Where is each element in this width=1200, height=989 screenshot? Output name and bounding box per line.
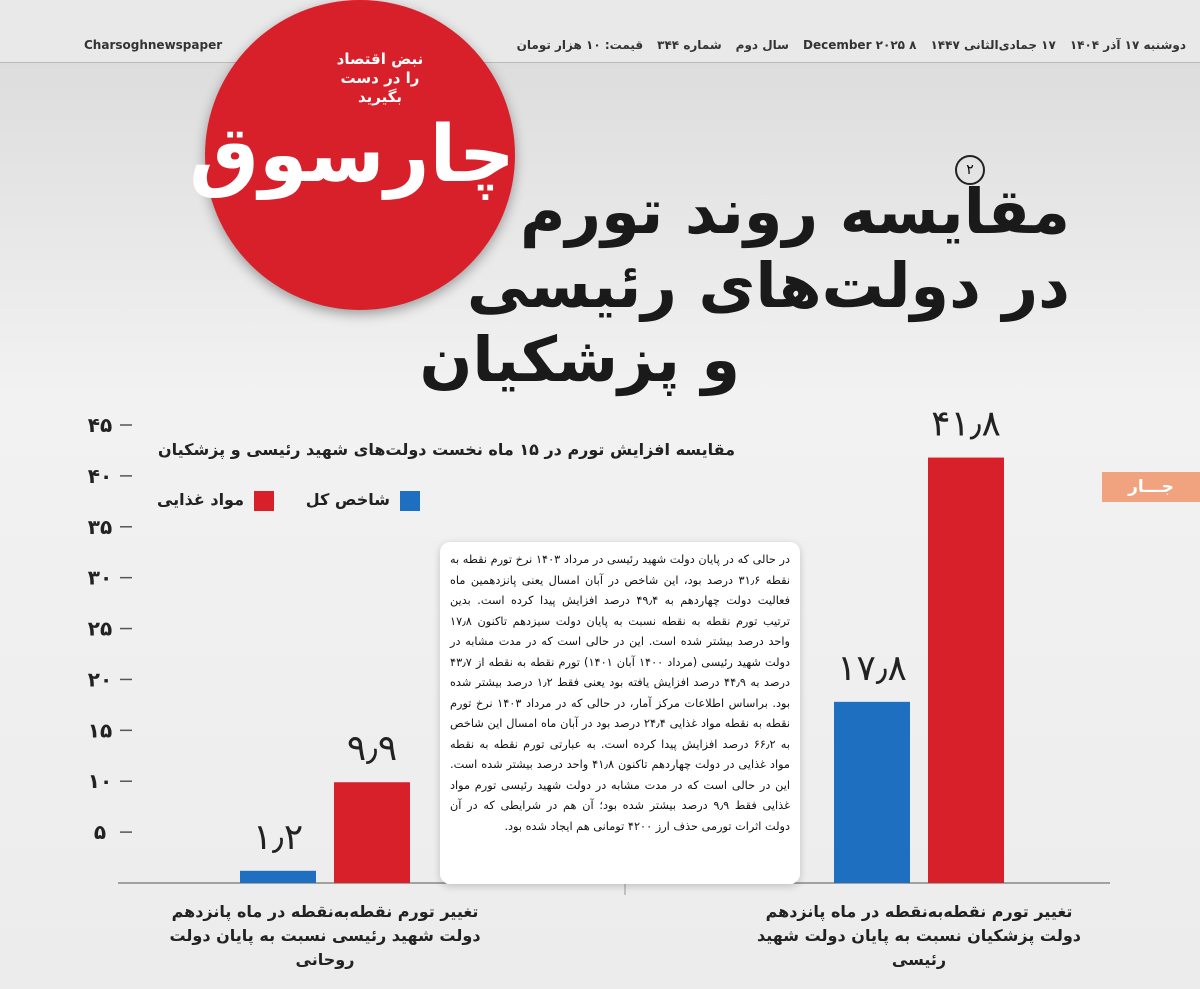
section-tab: جـــار (1102, 472, 1200, 502)
value-label: ۱۷٫۸ (837, 648, 907, 689)
handle: Charsoghnewspaper (84, 38, 223, 52)
header-item: شماره ۳۴۴ (657, 38, 722, 52)
bar (240, 870, 316, 883)
x-tick-label: تغییر تورم نقطه‌به‌نقطه در ماه پانزدهم د… (169, 902, 481, 969)
logo-circle (205, 0, 515, 310)
value-label: ۹٫۹ (347, 728, 397, 769)
header-item: دوشنبه ۱۷ آذر ۱۴۰۴ (1069, 38, 1186, 52)
header-item: سال دوم (735, 38, 789, 52)
page-tag: ۲ (955, 155, 985, 185)
bar (928, 457, 1004, 883)
y-tick-label: ۲۰ (88, 667, 112, 691)
x-tick-label: تغییر تورم نقطه‌به‌نقطه در ماه پانزدهم د… (756, 902, 1082, 969)
y-tick-label: ۳۰ (88, 566, 112, 590)
page-title: مقایسه روند تورم در دولت‌های رئیسی و پزش… (419, 175, 1070, 397)
y-tick-label: ۱۵ (88, 718, 112, 742)
tagline: نبض اقتصاد را در دست بگیرید (320, 50, 440, 107)
bar (834, 701, 910, 883)
body-text: در حالی که در پایان دولت شهید رئیسی در م… (440, 542, 800, 884)
y-tick-label: ۴۰ (88, 464, 112, 488)
title-line: مقایسه روند تورم (519, 175, 1070, 248)
value-label: ۴۱٫۸ (931, 404, 1001, 445)
y-tick-label: ۱۰ (88, 769, 112, 793)
legend-swatch (254, 491, 274, 511)
y-tick-label: ۲۵ (88, 617, 112, 641)
header-item: قیمت: ۱۰ هزار تومان (516, 38, 644, 52)
tagline-line: را در دست بگیرید (340, 69, 420, 106)
legend-label: مواد غذایی (156, 490, 244, 509)
bar (334, 782, 410, 883)
header-info: دوشنبه ۱۷ آذر ۱۴۰۴ ۱۷ جمادی‌الثانی ۱۴۴۷ ۸ … (517, 38, 1186, 52)
value-label: ۱٫۲ (253, 817, 303, 858)
header-item: ۸ December ۲۰۲۵ (802, 38, 917, 52)
chart-title: مقایسه افزایش تورم در ۱۵ ماه نخست دولت‌ه… (157, 440, 735, 459)
legend-label: شاخص کل (305, 490, 390, 509)
y-tick-label: ۴۵ (88, 413, 112, 437)
title-line: و پزشکیان (419, 323, 740, 396)
logo-name: چارسوق (189, 110, 515, 200)
y-tick-label: ۳۵ (88, 515, 112, 539)
tagline-line: نبض اقتصاد (336, 50, 424, 68)
y-tick-label: ۵ (94, 820, 106, 844)
header-item: ۱۷ جمادی‌الثانی ۱۴۴۷ (930, 38, 1056, 52)
title-line: در دولت‌های رئیسی (466, 249, 1070, 322)
header-bar (0, 0, 1200, 63)
legend-swatch (400, 491, 420, 511)
